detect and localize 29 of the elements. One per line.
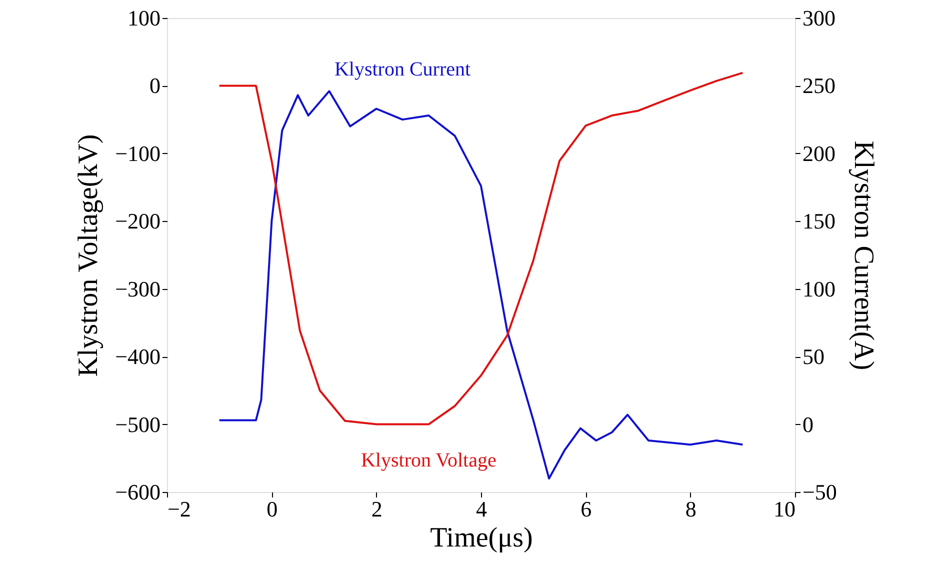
x-tick-label: 4	[476, 496, 487, 522]
x-tick-label: 0	[266, 496, 278, 522]
x-tick-label: −2	[168, 496, 191, 522]
y-tick-label: −600	[115, 480, 160, 504]
x-tick-label: 2	[371, 496, 382, 522]
y-tick-label: −500	[115, 412, 160, 437]
series-label: Klystron Current	[334, 58, 471, 81]
y2-tick-label: 250	[802, 73, 836, 98]
x-tick-label: 6	[580, 496, 592, 522]
y-tick-label: 0	[150, 73, 160, 98]
y-tick-label: −400	[115, 344, 160, 370]
y-tick-label: −100	[115, 140, 160, 166]
x-tick-label: 10	[774, 496, 796, 522]
x-axis-title: Time(μs)	[430, 522, 533, 554]
y2-axis-title: Klystron Current(A)	[848, 140, 879, 370]
x-tick-label: 8	[685, 496, 696, 522]
y2-tick-label: 300	[802, 6, 836, 30]
y2-tick-label: −50	[802, 480, 837, 504]
y2-tick-label: 150	[802, 208, 836, 234]
series-label: Klystron Voltage	[360, 449, 496, 472]
y2-tick-label: 100	[802, 276, 836, 302]
y-tick-label: −300	[115, 276, 160, 302]
y-tick-label: −200	[115, 208, 160, 234]
y-axis-title: Klystron Voltage(kV)	[73, 134, 104, 377]
line-series	[218, 90, 744, 480]
y2-tick-label: 200	[802, 140, 836, 166]
y2-tick-label: 0	[802, 412, 814, 437]
y2-tick-label: 50	[802, 344, 824, 370]
y-tick-label: 100	[128, 6, 160, 30]
